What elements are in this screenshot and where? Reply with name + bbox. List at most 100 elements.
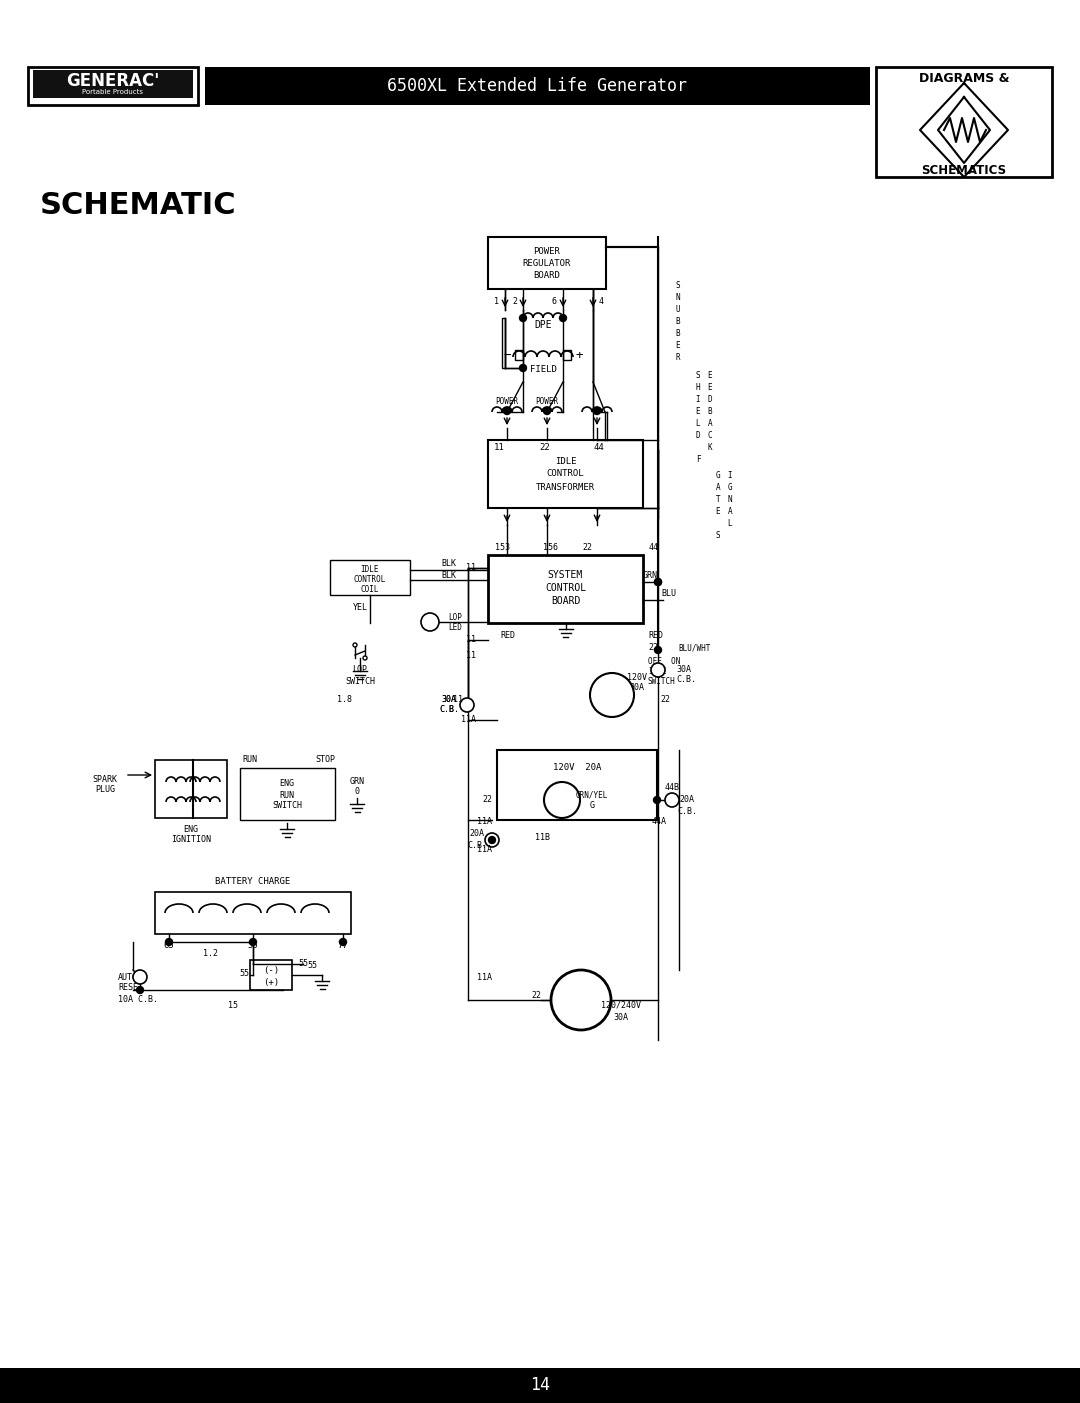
Circle shape [249, 939, 257, 946]
Text: DPE: DPE [535, 320, 552, 330]
Text: G: G [590, 801, 594, 811]
Text: CONTROL: CONTROL [546, 470, 584, 478]
Text: ENG: ENG [280, 780, 295, 788]
Text: 22: 22 [648, 644, 658, 652]
Text: 11A: 11A [477, 846, 492, 854]
Text: C.B.: C.B. [438, 706, 459, 714]
Text: GRN: GRN [350, 777, 365, 787]
Text: I: I [696, 394, 700, 404]
Text: SCHEMATIC: SCHEMATIC [40, 191, 237, 219]
Circle shape [519, 314, 527, 321]
Text: 44: 44 [594, 443, 605, 453]
Text: BLU: BLU [661, 588, 676, 598]
Text: 11: 11 [465, 651, 476, 659]
Text: 11: 11 [465, 636, 476, 644]
Bar [488, 556, 643, 623]
Text: 11A: 11A [477, 818, 492, 826]
Text: IDLE: IDLE [648, 668, 666, 676]
Text: TRANSFORMER: TRANSFORMER [536, 483, 595, 491]
Text: POWER: POWER [496, 397, 518, 407]
Text: YEL: YEL [352, 603, 367, 613]
Text: H: H [696, 383, 700, 391]
Text: E: E [676, 341, 680, 349]
Text: C.B.: C.B. [677, 808, 697, 817]
Text: 2: 2 [512, 297, 517, 306]
Text: OFF  ON: OFF ON [648, 658, 680, 666]
Text: GRN/YEL: GRN/YEL [576, 790, 608, 800]
Bar [497, 751, 657, 819]
Bar [156, 892, 351, 934]
Text: SWITCH: SWITCH [345, 676, 375, 686]
Text: (+): (+) [262, 978, 279, 986]
Text: RED: RED [648, 630, 663, 640]
Text: B: B [676, 317, 680, 325]
Text: 65: 65 [164, 941, 174, 950]
Text: 30A: 30A [676, 665, 691, 675]
Text: RESET: RESET [118, 984, 143, 992]
Circle shape [543, 407, 551, 414]
Text: D: D [696, 431, 700, 439]
Text: 156: 156 [543, 543, 558, 551]
Text: 55: 55 [298, 960, 308, 968]
Text: IGNITION: IGNITION [171, 836, 211, 845]
Text: LOP: LOP [352, 665, 367, 675]
Text: A: A [716, 483, 720, 491]
Text: B: B [676, 328, 680, 338]
Text: 120V  20A: 120V 20A [553, 763, 602, 773]
Bar [488, 237, 606, 289]
Bar [502, 318, 505, 368]
Circle shape [460, 699, 474, 711]
Text: 6: 6 [552, 297, 557, 306]
Text: S: S [716, 530, 720, 540]
Bar [240, 767, 335, 819]
Text: 11B: 11B [535, 833, 550, 842]
Bar [0, 1368, 1080, 1403]
Circle shape [590, 673, 634, 717]
Circle shape [544, 781, 580, 818]
Text: C: C [707, 431, 713, 439]
Circle shape [654, 578, 661, 585]
Text: LED: LED [448, 623, 462, 631]
Text: LOP: LOP [448, 613, 462, 622]
Circle shape [363, 657, 367, 659]
Text: 1.8: 1.8 [337, 696, 352, 704]
Text: SPARK: SPARK [93, 776, 118, 784]
Circle shape [594, 407, 600, 414]
Bar [156, 760, 227, 818]
Text: REGULATOR: REGULATOR [523, 258, 571, 268]
Text: E: E [707, 370, 713, 379]
Text: GRN: GRN [643, 571, 658, 579]
Text: BOARD: BOARD [534, 271, 561, 279]
Text: 44: 44 [649, 543, 659, 551]
Text: S: S [676, 281, 680, 289]
Text: BLU/WHT: BLU/WHT [678, 644, 711, 652]
Text: 20A: 20A [679, 796, 694, 804]
Circle shape [654, 578, 661, 585]
Circle shape [133, 969, 147, 984]
Text: A: A [728, 506, 732, 515]
Text: 22: 22 [540, 443, 551, 453]
Bar [205, 67, 870, 105]
Text: 11: 11 [494, 443, 504, 453]
Text: I: I [728, 470, 732, 480]
Text: BATTERY CHARGE: BATTERY CHARGE [215, 877, 291, 887]
Text: POWER: POWER [534, 247, 561, 255]
Text: 120/240V: 120/240V [600, 1000, 642, 1010]
Text: E: E [716, 506, 720, 515]
Text: 11: 11 [465, 564, 476, 572]
Text: SCHEMATICS: SCHEMATICS [921, 164, 1007, 178]
Text: Portable Products: Portable Products [82, 88, 144, 95]
Text: 44A: 44A [652, 818, 667, 826]
Text: (-): (-) [262, 965, 279, 975]
Circle shape [136, 986, 144, 993]
Text: S: S [696, 370, 700, 379]
Text: 44B: 44B [665, 783, 680, 793]
Text: 1.2: 1.2 [203, 950, 218, 958]
Bar [330, 560, 410, 595]
Bar [563, 349, 571, 361]
Text: 4: 4 [599, 297, 604, 306]
Text: F: F [696, 455, 700, 463]
Text: 15: 15 [228, 1000, 238, 1010]
Text: C.B.: C.B. [676, 675, 696, 685]
Circle shape [665, 793, 679, 807]
